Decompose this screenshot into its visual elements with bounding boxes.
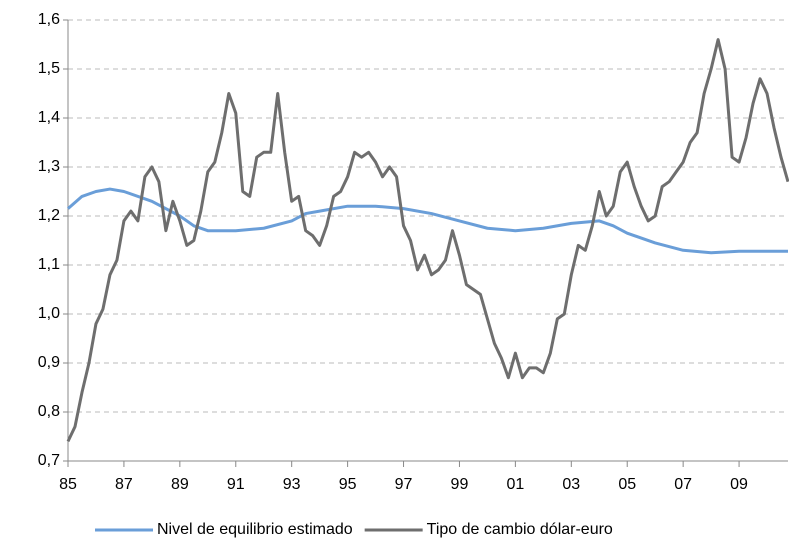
y-tick-label: 0,8 (38, 403, 60, 420)
x-tick-label: 91 (227, 476, 245, 493)
y-tick-label: 1,5 (38, 60, 60, 77)
x-tick-label: 89 (171, 476, 189, 493)
line (67, 187, 788, 255)
y-tick-label: 1,6 (38, 11, 60, 28)
x-tick-label: 97 (395, 476, 413, 493)
x-tick-label: 95 (339, 476, 357, 493)
x-tick-label: 07 (674, 476, 692, 493)
x-tick-label: 99 (451, 476, 469, 493)
x-tick-label: 87 (115, 476, 133, 493)
y-tick-label: 1,1 (38, 256, 60, 273)
x-tick-label: 09 (730, 476, 748, 493)
line (66, 38, 789, 443)
legend-label: Nivel de equilibrio estimado (157, 521, 353, 538)
x-tick-label: 01 (506, 476, 524, 493)
x-tick-label: 93 (283, 476, 301, 493)
y-tick-label: 0,7 (38, 452, 60, 469)
y-tick-label: 1,4 (38, 109, 60, 126)
x-tick-label: 85 (59, 476, 77, 493)
y-tick-label: 1,0 (38, 305, 60, 322)
y-tick-label: 1,3 (38, 158, 60, 175)
y-tick-label: 0,9 (38, 354, 60, 371)
legend-label: Tipo de cambio dólar-euro (427, 521, 613, 538)
y-tick-label: 1,2 (38, 207, 60, 224)
x-tick-label: 03 (562, 476, 580, 493)
x-tick-label: 05 (618, 476, 636, 493)
